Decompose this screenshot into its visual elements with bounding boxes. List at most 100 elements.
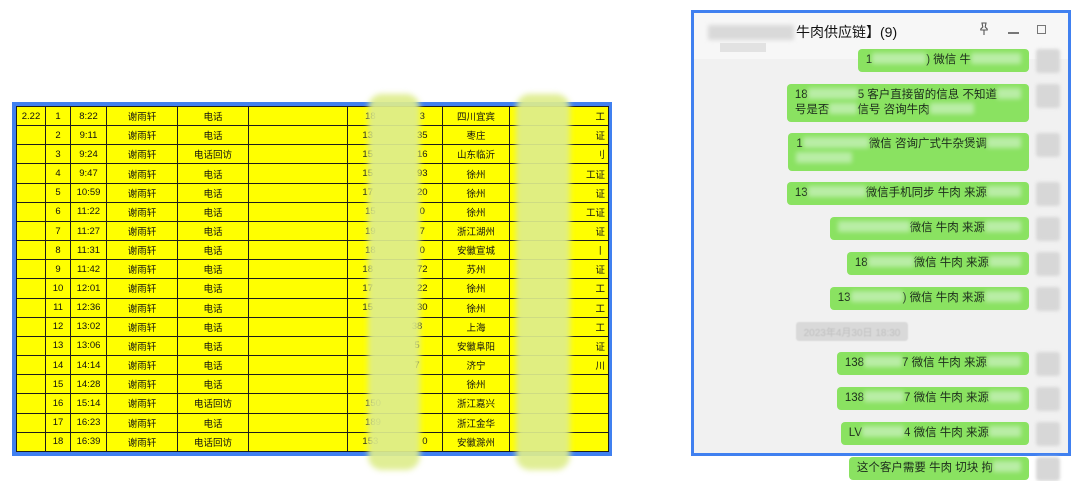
phone-prefix: 19 [365,225,376,237]
message-redaction-blur [829,103,858,114]
name-cell: 谢雨轩 [106,355,178,376]
phone-suffix: 7 [419,225,425,237]
message-redaction-blur [989,426,1021,437]
message-bubble: 13) 微信 牛肉 来源 [829,287,1029,310]
phone-suffix: 35 [417,129,428,141]
avatar[interactable] [1036,133,1060,157]
row-number-cell: 9 [45,259,71,280]
time-cell: 12:01 [70,278,107,299]
time-cell: 16:39 [70,431,107,453]
name-cell: 谢雨轩 [106,278,178,299]
phone-wrap: 17 22 [349,282,442,294]
maximize-button[interactable] [1037,22,1046,36]
date-cell [16,355,46,376]
avatar[interactable] [1036,84,1060,108]
avatar[interactable] [1036,457,1060,481]
avatar[interactable] [1036,352,1060,376]
tag-wrap: 工 [511,320,608,334]
avatar[interactable] [1036,49,1060,73]
phone-cell: 189 [347,412,443,433]
phone-redacted-gap [373,288,417,289]
row-number-cell: 6 [45,201,71,222]
row-number-cell: 17 [45,412,71,433]
date-cell [16,393,46,414]
phone-redacted-gap [373,192,417,193]
message-bubble: 1 微信 咨询广式牛杂煲调 [788,133,1029,171]
row-number-cell: 13 [45,335,71,357]
table-row: 14 14:14 谢雨轩 电话 7 济宁 川 [16,355,609,376]
phone-redacted-gap [378,441,422,442]
phone-redacted-gap [373,173,417,174]
tag-suffix: 工 [595,303,605,315]
avatar[interactable] [1036,287,1060,311]
phone-wrap: 18 3 [349,111,442,122]
time-cell: 16:23 [70,412,107,433]
chat-message: 13) 微信 牛肉 来源 [829,287,1060,311]
table-row: 12 13:02 谢雨轩 电话 38 上海 工 [16,316,609,337]
note-cell [248,240,348,261]
row-number-cell: 7 [45,220,71,242]
phone-prefix: 150 [365,397,381,409]
row-number-cell: 4 [45,163,71,184]
note-cell [248,105,348,127]
message-text: 这个客户需要 牛肉 切块 拘 [856,462,993,474]
message-line: 13) 微信 牛肉 来源 [838,291,1021,306]
tag-wrap: 证 [511,224,608,238]
tag-cell [509,393,609,414]
minimize-icon [1008,31,1019,34]
phone-redacted-gap [376,211,420,212]
name-cell: 谢雨轩 [106,182,178,203]
location-cell: 安徽滁州 [442,431,510,453]
date-cell [16,201,46,222]
minimize-button[interactable] [1008,22,1019,36]
tag-suffix: 工证 [585,207,605,219]
location-cell: 济宁 [442,355,510,376]
method-cell: 电话 [177,201,249,222]
avatar[interactable] [1036,252,1060,276]
date-cell [16,412,46,433]
chat-message: 18 5 客户直接留的信息 不知道 号是否 信号 咨询牛肉 [786,84,1060,122]
tag-suffix: 丨 [595,246,605,258]
date-cell [16,163,46,184]
message-redaction-blur [862,426,905,437]
window-controls [978,22,1046,36]
tag-wrap: 川 [511,358,608,372]
method-cell: 电话 [177,335,249,357]
message-bubble: 18 5 客户直接留的信息 不知道 号是否 信号 咨询牛肉 [786,84,1029,122]
tag-cell: 丨 [509,240,609,261]
method-cell: 电话 [177,125,249,146]
phone-prefix: 17 [362,282,373,294]
row-number-cell: 11 [45,297,71,318]
location-cell: 浙江嘉兴 [442,393,510,414]
note-cell [248,201,348,222]
date-cell [16,316,46,337]
tag-cell [509,412,609,433]
method-cell: 电话 [177,220,249,242]
location-cell: 徐州 [442,297,510,318]
tag-cell: 工 [509,297,609,318]
avatar[interactable] [1036,422,1060,446]
table-row: 2 9:11 谢雨轩 电话 13 35 枣庄 证 [16,125,609,146]
name-cell: 谢雨轩 [106,163,178,184]
tag-cell: 工 [509,278,609,299]
note-cell [248,259,348,280]
row-number-cell: 2 [45,125,71,146]
message-line [796,152,1021,167]
method-cell: 电话 [177,297,249,318]
method-cell: 电话 [177,412,249,433]
avatar[interactable] [1036,387,1060,411]
note-cell [248,412,348,433]
avatar[interactable] [1036,217,1060,241]
pin-icon[interactable] [978,22,990,36]
avatar[interactable] [1036,182,1060,206]
call-log-table: 2.22 1 8:22 谢雨轩 电话 18 3 四川宜宾工 2 9:11 谢雨轩 电话 13 35 枣庄证 3… [12,94,612,470]
time-cell: 15:14 [70,393,107,414]
name-cell: 谢雨轩 [106,335,178,357]
message-text: 7 微信 牛肉 来源 [902,357,987,369]
pin-icon-glyph [980,22,988,35]
message-text: 7 微信 牛肉 来源 [904,392,989,404]
note-cell [248,335,348,357]
phone-prefix: 15 [362,148,373,160]
note-cell [248,278,348,299]
phone-suffix: 0 [419,206,425,218]
